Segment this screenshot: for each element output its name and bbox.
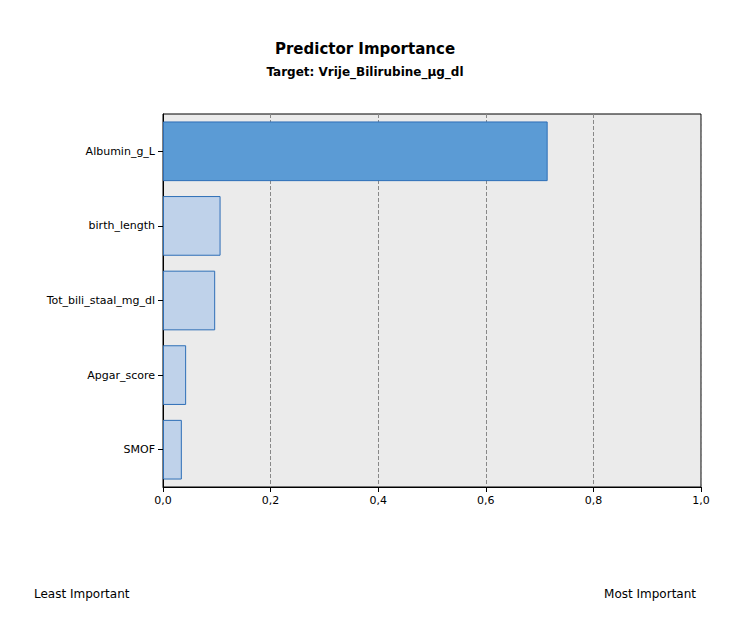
svg-text:0,4: 0,4 <box>369 494 387 507</box>
svg-text:Albumin_g_L: Albumin_g_L <box>86 145 156 158</box>
svg-text:0,0: 0,0 <box>154 494 172 507</box>
svg-text:0,6: 0,6 <box>477 494 495 507</box>
svg-text:birth_length: birth_length <box>89 219 155 232</box>
svg-text:Target: Vrije_Bilirubine_µg_dl: Target: Vrije_Bilirubine_µg_dl <box>266 65 463 80</box>
svg-text:0,2: 0,2 <box>262 494 280 507</box>
svg-text:Tot_bili_staal_mg_dl: Tot_bili_staal_mg_dl <box>46 294 155 307</box>
svg-text:Apgar_score: Apgar_score <box>87 369 155 382</box>
svg-text:Most Important: Most Important <box>604 587 696 601</box>
svg-text:Predictor Importance: Predictor Importance <box>275 40 455 58</box>
svg-text:SMOF: SMOF <box>124 443 155 456</box>
svg-text:Least Important: Least Important <box>34 587 130 601</box>
svg-text:0,8: 0,8 <box>585 494 603 507</box>
svg-text:1,0: 1,0 <box>692 494 710 507</box>
